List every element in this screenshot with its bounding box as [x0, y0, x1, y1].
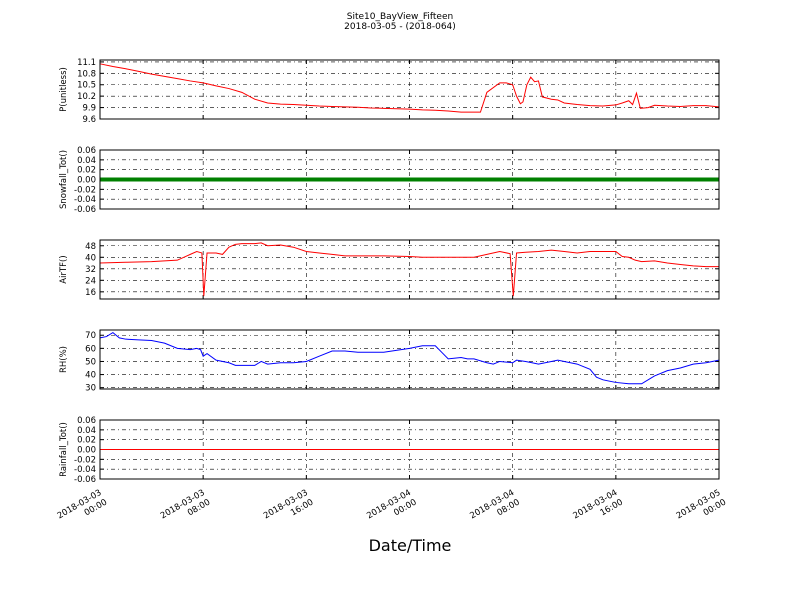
panel-4-ytick-label-4: 0.02	[77, 436, 96, 446]
panel-3-ytick-label-2: 50	[85, 357, 96, 367]
panel-2-ytick-label-2: 32	[85, 265, 96, 275]
chart-subtitle: 2018-03-05 - (2018-064)	[344, 22, 456, 32]
panel-4-ytick-label-3: 0.00	[77, 446, 96, 456]
panel-1-ytick-label-4: 0.02	[77, 166, 96, 176]
x-tick-label-4: 2018-03-0408:00	[468, 488, 521, 531]
chart-title: Site10_BayView_Fifteen	[347, 12, 453, 22]
panel-0-frame	[99, 59, 720, 120]
panel-0-ytick-label-5: 11.1	[77, 58, 96, 68]
panel-0: 9.69.9 10.210.5 10.811.1 P(unitless)	[59, 58, 720, 125]
panel-1-ytick-label-0: -0.06	[74, 205, 96, 215]
panel-3-ytick-label-0: 30	[85, 384, 96, 394]
x-axis-label: Date/Time	[369, 536, 452, 555]
panel-1-ytick-label-2: -0.02	[74, 185, 96, 195]
panel-0-series-line	[99, 63, 720, 113]
panel-2-ytick-label-1: 24	[85, 276, 96, 286]
panel-1-ytick-label-3: 0.00	[77, 176, 96, 186]
panel-2-series-line	[99, 242, 719, 297]
panel-4-ytick-label-0: -0.06	[74, 475, 96, 485]
panel-2-ytick-label-3: 40	[85, 253, 96, 263]
panel-4-ytick-label-2: -0.02	[74, 455, 96, 465]
x-tick-label-5: 2018-03-0416:00	[572, 488, 625, 531]
x-tick-label-6: 2018-03-0500:00	[675, 488, 728, 531]
panel-0-ytick-label-3: 10.5	[77, 81, 96, 91]
panel-0-ytick-label-0: 9.6	[82, 115, 96, 125]
panel-1-frame	[99, 149, 720, 210]
panel-2-ytick-label-0: 16	[85, 288, 96, 298]
x-tick-label-2: 2018-03-0316:00	[262, 488, 315, 531]
panel-3-ylabel: RH(%)	[59, 346, 69, 373]
panel-1-ytick-label-5: 0.04	[77, 156, 96, 166]
panel-3-ytick-label-1: 40	[85, 371, 96, 381]
panel-4-ytick-label-6: 0.06	[77, 416, 96, 426]
panel-4-ylabel: Rainfall_Tot()	[59, 422, 69, 477]
x-tick-label-1: 2018-03-0308:00	[159, 488, 212, 531]
panel-4-ytick-label-5: 0.04	[77, 426, 96, 436]
panel-0-ytick-label-4: 10.8	[77, 69, 96, 79]
panel-3-ytick-label-4: 70	[85, 331, 96, 341]
x-axis-ticks: 2018-03-0300:00 2018-03-0308:00 2018-03-03…	[56, 488, 728, 531]
panel-4-ytick-label-1: -0.04	[74, 465, 96, 475]
panel-3-series-line	[99, 332, 720, 385]
panel-3: 30 40 50 60 70 RH(%)	[59, 329, 720, 394]
panel-1-ylabel: Snowfall_Tot()	[59, 150, 69, 209]
panel-4-frame	[99, 419, 720, 480]
panels-group: 9.69.910.210.510.811.1P(unitless)-0.06-0…	[59, 58, 720, 485]
x-tick-label-0: 2018-03-0300:00	[56, 488, 109, 531]
panel-0-ytick-label-2: 10.2	[77, 92, 96, 102]
x-tick-label-3: 2018-03-0400:00	[365, 488, 418, 531]
panel-1-ytick-label-1: -0.04	[74, 195, 96, 205]
panel-2-ylabel: AirTF()	[59, 255, 69, 283]
panel-1: -0.06-0.04-0.020.000.020.040.06 Snowfall_…	[59, 146, 720, 215]
panel-2-frame	[99, 239, 720, 300]
panel-3-ytick-label-3: 60	[85, 344, 96, 354]
panel-2-ytick-label-4: 48	[85, 242, 96, 252]
panel-4: -0.06-0.04-0.020.000.020.040.06 Rainfall_…	[59, 416, 720, 485]
panel-0-ylabel: P(unitless)	[59, 67, 69, 112]
panel-0-ytick-label-1: 9.9	[82, 104, 96, 114]
panel-1-ytick-label-6: 0.06	[77, 146, 96, 156]
panel-3-frame	[99, 329, 720, 390]
